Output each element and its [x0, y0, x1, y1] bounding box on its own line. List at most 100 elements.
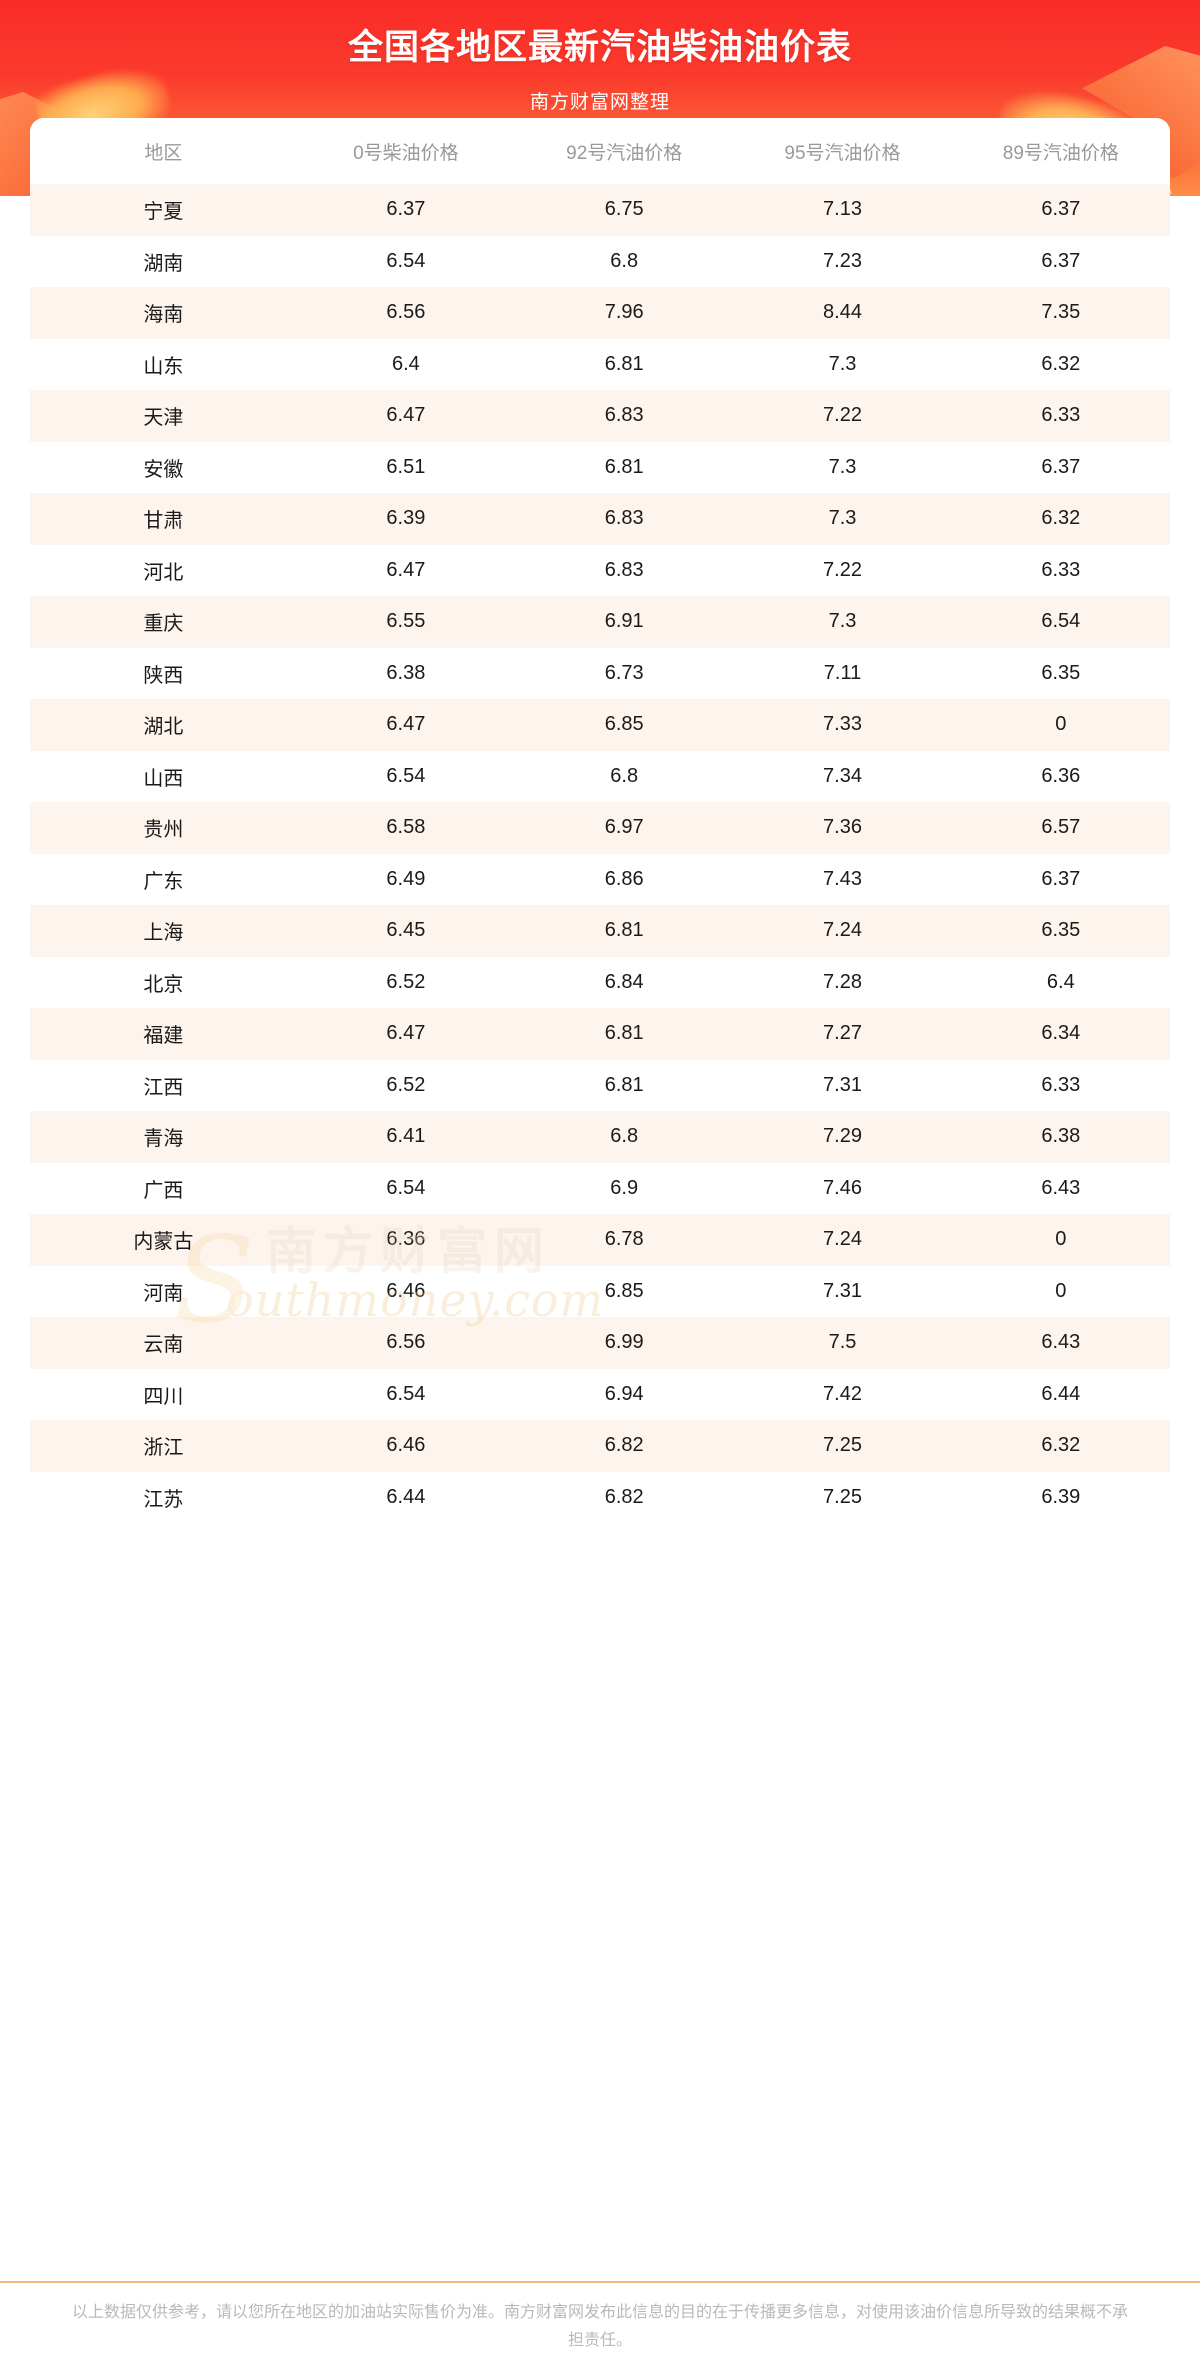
cell-region: 青海	[30, 1111, 297, 1163]
cell-price: 6.81	[515, 905, 734, 957]
page-subtitle: 南方财富网整理	[529, 92, 670, 113]
cell-price: 0	[951, 1265, 1170, 1317]
cell-price: 6.49	[296, 853, 516, 905]
cell-price: 6.83	[515, 544, 734, 596]
cell-price: 6.82	[515, 1420, 734, 1472]
table-body: 宁夏 6.37 6.75 7.13 6.37 湖南 6.54 6.8 7.23 6.37 海南 6.5…	[30, 184, 1170, 1523]
table-row: 内蒙古 6.36 6.78 7.24 0	[30, 1214, 1170, 1266]
cell-region: 广西	[30, 1162, 297, 1214]
cell-price: 7.11	[733, 647, 952, 699]
cell-region: 海南	[30, 287, 297, 339]
cell-price: 6.51	[296, 441, 516, 493]
cell-price: 7.29	[733, 1111, 952, 1163]
cell-price: 6.8	[515, 750, 734, 802]
cell-region: 湖北	[30, 699, 297, 751]
cell-price: 7.43	[733, 853, 952, 905]
cell-price: 6.41	[296, 1111, 516, 1163]
cell-region: 安徽	[30, 441, 297, 493]
cell-price: 6.39	[951, 1471, 1170, 1523]
table-head: 地区 0号柴油价格 92号汽油价格 95号汽油价格 89号汽油价格	[30, 118, 1170, 184]
cell-region: 福建	[30, 1008, 297, 1060]
cell-price: 6.46	[296, 1265, 516, 1317]
table-row: 广西 6.54 6.9 7.46 6.43	[30, 1162, 1170, 1214]
table-row: 安徽 6.51 6.81 7.3 6.37	[30, 441, 1170, 493]
cell-price: 6.94	[515, 1368, 734, 1420]
cell-price: 6.38	[951, 1111, 1170, 1163]
cell-price: 6.47	[296, 699, 516, 751]
cell-price: 6.37	[951, 853, 1170, 905]
cell-price: 7.3	[733, 338, 952, 390]
cell-price: 7.5	[733, 1317, 952, 1369]
cell-price: 6.8	[515, 235, 734, 287]
table-row: 贵州 6.58 6.97 7.36 6.57	[30, 802, 1170, 854]
cell-price: 7.3	[733, 596, 952, 648]
cell-price: 6.33	[951, 390, 1170, 442]
cell-price: 7.24	[733, 905, 952, 957]
cell-price: 6.4	[296, 338, 516, 390]
disclaimer-text: 以上数据仅供参考，请以您所在地区的加油站实际售价为准。南方财富网发布此信息的目的…	[71, 2304, 1128, 2349]
table-row: 河南 6.46 6.85 7.31 0	[30, 1265, 1170, 1317]
table-header-row: 地区 0号柴油价格 92号汽油价格 95号汽油价格 89号汽油价格	[30, 118, 1170, 184]
cell-price: 6.47	[296, 1008, 516, 1060]
cell-price: 6.45	[296, 905, 516, 957]
price-table-card: 地区 0号柴油价格 92号汽油价格 95号汽油价格 89号汽油价格 宁夏 6.37…	[30, 118, 1170, 1523]
cell-price: 7.22	[733, 390, 952, 442]
table-row: 山东 6.4 6.81 7.3 6.32	[30, 338, 1170, 390]
table-row: 四川 6.54 6.94 7.42 6.44	[30, 1368, 1170, 1420]
table-row: 重庆 6.55 6.91 7.3 6.54	[30, 596, 1170, 648]
cell-price: 6.38	[296, 647, 516, 699]
cell-price: 6.44	[296, 1471, 516, 1523]
cell-price: 6.56	[296, 1317, 516, 1369]
column-header-petrol-92: 92号汽油价格	[515, 118, 734, 184]
cell-price: 6.44	[951, 1368, 1170, 1420]
cell-price: 6.43	[951, 1317, 1170, 1369]
table-row: 青海 6.41 6.8 7.29 6.38	[30, 1111, 1170, 1163]
table-row: 甘肃 6.39 6.83 7.3 6.32	[30, 493, 1170, 545]
cell-price: 6.83	[515, 493, 734, 545]
cell-price: 6.4	[951, 956, 1170, 1008]
column-header-diesel-0: 0号柴油价格	[296, 118, 516, 184]
table-row: 广东 6.49 6.86 7.43 6.37	[30, 853, 1170, 905]
cell-price: 7.25	[733, 1420, 952, 1472]
cell-price: 6.46	[296, 1420, 516, 1472]
cell-price: 6.86	[515, 853, 734, 905]
table-row: 上海 6.45 6.81 7.24 6.35	[30, 905, 1170, 957]
cell-price: 6.37	[951, 441, 1170, 493]
cell-region: 云南	[30, 1317, 297, 1369]
cell-price: 6.52	[296, 1059, 516, 1111]
cell-price: 7.42	[733, 1368, 952, 1420]
cell-price: 6.52	[296, 956, 516, 1008]
cell-price: 6.97	[515, 802, 734, 854]
cell-region: 天津	[30, 390, 297, 442]
cell-price: 6.47	[296, 544, 516, 596]
table-row: 湖南 6.54 6.8 7.23 6.37	[30, 235, 1170, 287]
cell-price: 6.54	[951, 596, 1170, 648]
cell-price: 7.46	[733, 1162, 952, 1214]
table-row: 陕西 6.38 6.73 7.11 6.35	[30, 647, 1170, 699]
cell-price: 6.91	[515, 596, 734, 648]
cell-region: 河南	[30, 1265, 297, 1317]
cell-region: 宁夏	[30, 184, 297, 236]
table-row: 山西 6.54 6.8 7.34 6.36	[30, 750, 1170, 802]
cell-region: 贵州	[30, 802, 297, 854]
cell-price: 6.32	[951, 493, 1170, 545]
cell-price: 6.56	[296, 287, 516, 339]
cell-price: 6.36	[296, 1214, 516, 1266]
cell-price: 6.37	[951, 235, 1170, 287]
cell-price: 7.24	[733, 1214, 952, 1266]
cell-price: 6.34	[951, 1008, 1170, 1060]
cell-price: 6.32	[951, 338, 1170, 390]
cell-region: 四川	[30, 1368, 297, 1420]
cell-price: 6.75	[515, 184, 734, 236]
table-row: 江苏 6.44 6.82 7.25 6.39	[30, 1471, 1170, 1523]
cell-price: 7.25	[733, 1471, 952, 1523]
table-row: 河北 6.47 6.83 7.22 6.33	[30, 544, 1170, 596]
column-header-petrol-95: 95号汽油价格	[733, 118, 952, 184]
cell-price: 6.81	[515, 441, 734, 493]
cell-price: 6.55	[296, 596, 516, 648]
cell-price: 6.54	[296, 1368, 516, 1420]
cell-price: 6.35	[951, 905, 1170, 957]
cell-price: 6.39	[296, 493, 516, 545]
table-row: 天津 6.47 6.83 7.22 6.33	[30, 390, 1170, 442]
cell-price: 7.35	[951, 287, 1170, 339]
